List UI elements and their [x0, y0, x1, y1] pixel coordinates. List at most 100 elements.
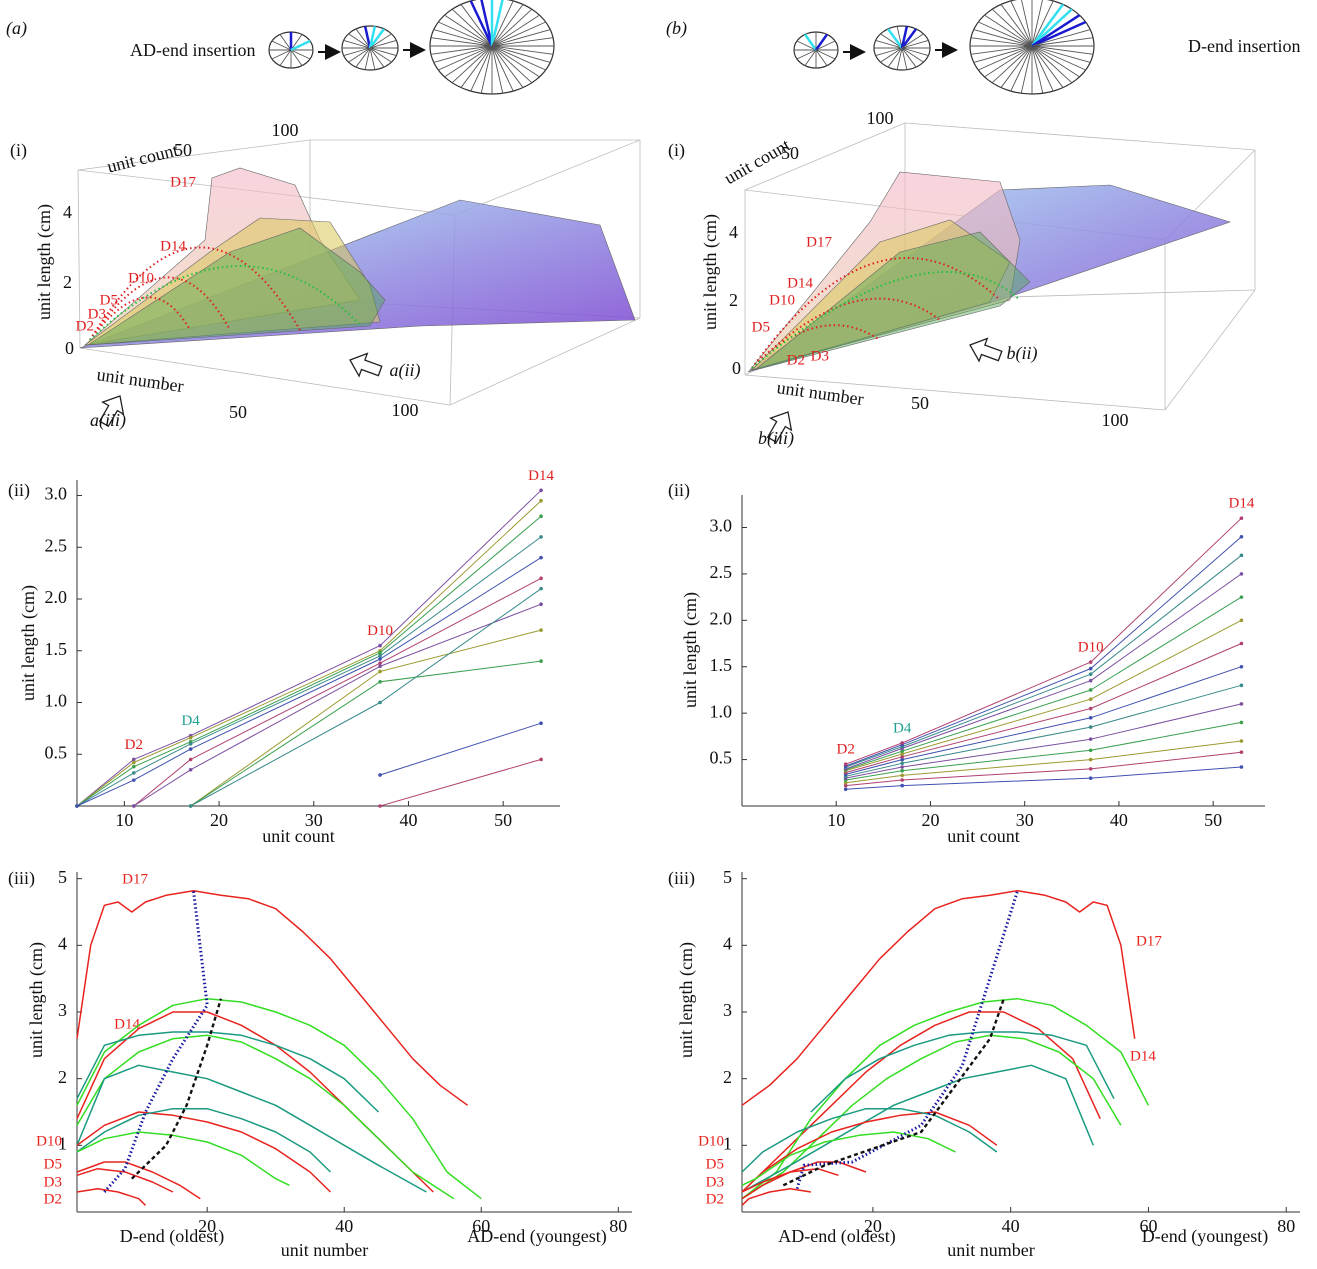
x-end-label: D-end (youngest) — [1142, 1226, 1268, 1247]
series-line — [76, 1031, 380, 1113]
x-start-label: AD-end (oldest) — [778, 1226, 895, 1247]
series-line — [741, 1011, 1101, 1193]
fan-spoke — [984, 45, 1033, 78]
series-line — [76, 1167, 174, 1193]
stage-annotation: D14 — [1229, 496, 1255, 512]
series-line — [845, 573, 1242, 770]
curve-label: D14 — [160, 238, 186, 254]
y-tick-label: 100 — [272, 120, 299, 140]
fan-spoke — [1031, 45, 1091, 63]
data-point — [843, 780, 848, 785]
data-point — [132, 760, 136, 765]
x-tick-label: 40 — [1002, 1216, 1020, 1236]
data-point — [1088, 725, 1093, 729]
fan-spoke — [430, 45, 493, 55]
x-tick-label: 10 — [115, 810, 133, 830]
fan-spoke — [1031, 8, 1073, 47]
profile-curve — [89, 246, 301, 341]
series-line — [845, 721, 1242, 781]
fan-spoke — [815, 49, 836, 60]
z-tick-label: 4 — [63, 202, 72, 222]
fan-spoke — [279, 34, 292, 51]
series-line — [103, 890, 209, 1193]
series-line — [741, 1034, 1122, 1200]
fan-spoke — [815, 40, 836, 51]
series-line — [76, 1161, 201, 1200]
fan-spoke — [355, 47, 371, 68]
box-edge — [449, 317, 641, 406]
x-axis-title: unit count — [947, 826, 1020, 846]
series-line — [76, 1034, 455, 1200]
x-axis-title: unit number — [281, 1240, 369, 1260]
data-point — [188, 742, 193, 746]
series-line — [845, 666, 1242, 775]
fan-spoke — [490, 0, 504, 47]
profile-curve — [89, 296, 191, 341]
box-edge — [79, 347, 451, 406]
data-point — [378, 654, 382, 658]
data-point — [539, 498, 543, 503]
data-point — [132, 771, 136, 775]
x-tick-label: 20 — [210, 810, 228, 830]
y-tick-label: 50 — [174, 140, 192, 160]
fan-spoke — [896, 47, 903, 70]
y-tick-label: 100 — [867, 108, 894, 128]
view-annotation: b(ii) — [1007, 343, 1038, 364]
fan-spoke — [796, 40, 817, 51]
fan-spoke — [978, 21, 1033, 47]
series-line — [845, 554, 1242, 768]
fan-spoke — [369, 47, 385, 68]
data-point — [132, 757, 136, 762]
y-tick-label: 2 — [723, 1067, 732, 1087]
data-point — [1088, 767, 1093, 771]
data-point — [539, 535, 543, 539]
data-point — [539, 488, 543, 493]
x-tick-label: 80 — [1277, 1216, 1295, 1236]
data-point — [900, 778, 904, 782]
series-line — [845, 740, 1242, 784]
stage-annotation: D4 — [893, 720, 912, 736]
y-tick-label: 2.5 — [45, 535, 68, 555]
profile-curve — [89, 265, 361, 341]
fan-spoke — [369, 47, 392, 63]
fan-spoke — [1031, 45, 1094, 55]
series-label: D2 — [706, 1191, 724, 1207]
y-tick-label: 1 — [58, 1133, 67, 1153]
x-tick-label: 50 — [1204, 810, 1222, 830]
fan-spoke — [343, 40, 371, 49]
data-point — [1088, 666, 1093, 671]
view-arrow — [766, 411, 793, 444]
fan-spoke — [901, 47, 924, 63]
fan-spoke — [364, 47, 371, 70]
data-point — [1088, 672, 1093, 676]
series-line — [795, 890, 1020, 1190]
fan-spoke — [1021, 0, 1033, 47]
fan-spoke — [438, 45, 493, 71]
stage-annotation: D10 — [1078, 640, 1104, 656]
x-tick-label: 100 — [392, 400, 419, 420]
series-label: D14 — [1130, 1048, 1156, 1064]
view-arrow — [98, 395, 125, 428]
curve-label: D5 — [100, 292, 118, 308]
z-tick-label: 0 — [65, 338, 74, 358]
y-axis-title: unit length (cm) — [18, 585, 39, 701]
fan-spoke — [480, 0, 494, 47]
fan-spoke — [973, 45, 1033, 63]
data-point — [1239, 720, 1244, 725]
data-point — [539, 721, 543, 726]
fan-spoke — [491, 45, 546, 71]
fan-spoke — [368, 26, 377, 49]
y-tick-label: 3.0 — [45, 484, 68, 504]
view-arrow — [969, 337, 1003, 363]
box-edge — [454, 139, 641, 216]
fan-spoke — [1031, 45, 1044, 94]
data-point — [843, 783, 848, 788]
data-point — [900, 754, 904, 759]
data-point — [1239, 641, 1244, 646]
fan-spoke — [491, 8, 533, 47]
y-tick-label: 3 — [58, 1000, 67, 1020]
fan-spoke — [348, 47, 371, 63]
series-line — [741, 1107, 998, 1173]
fan-spoke — [363, 26, 372, 49]
fan-spoke — [369, 47, 376, 70]
